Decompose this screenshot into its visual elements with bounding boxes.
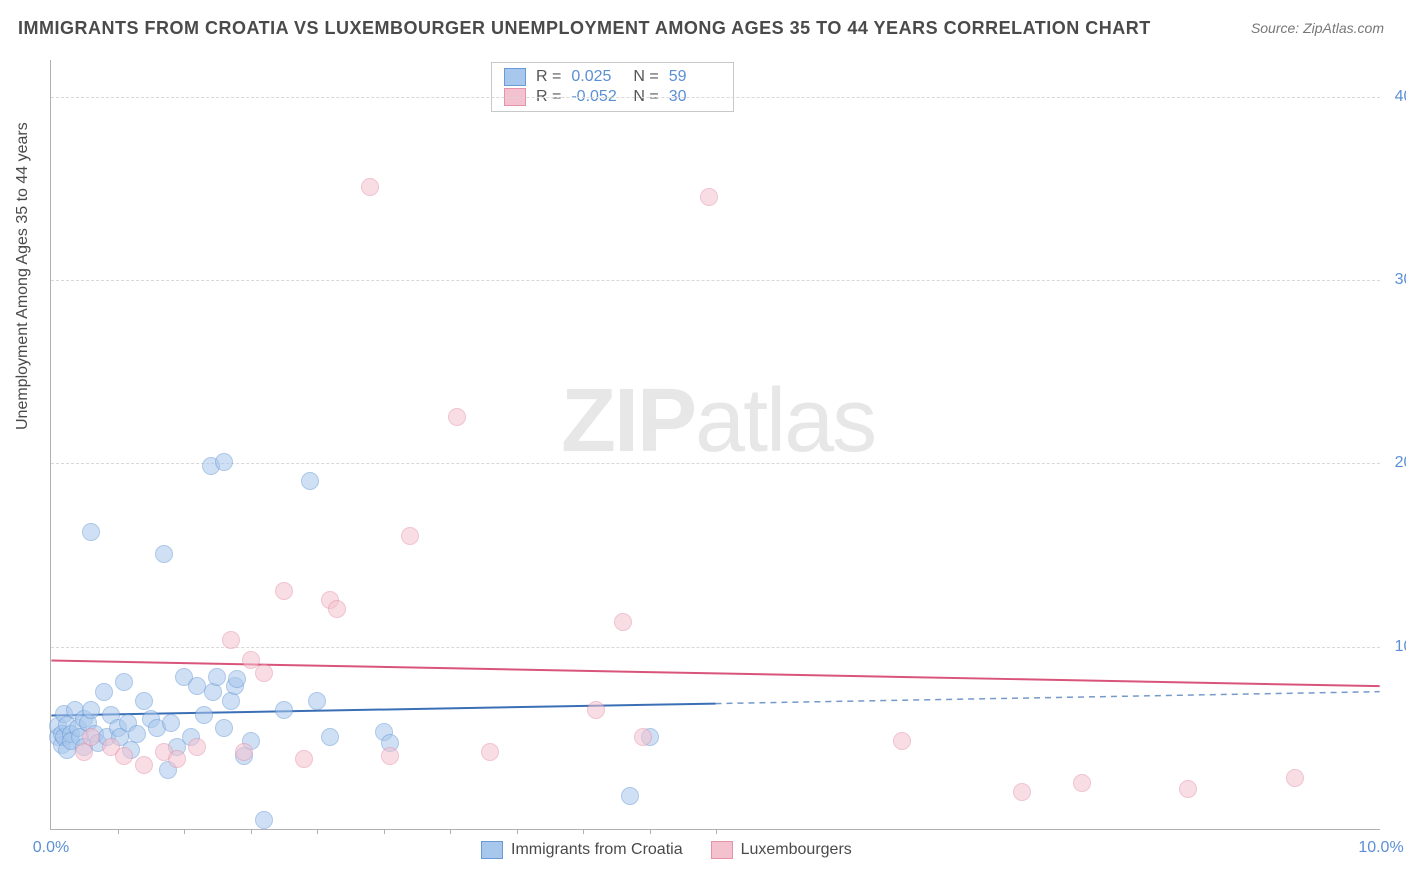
scatter-point xyxy=(321,728,339,746)
scatter-plot-area: ZIPatlas R = 0.025 N = 59 R = -0.052 N =… xyxy=(50,60,1380,830)
scatter-point xyxy=(308,692,326,710)
scatter-point xyxy=(634,728,652,746)
scatter-point xyxy=(1013,783,1031,801)
scatter-point xyxy=(295,750,313,768)
scatter-point xyxy=(255,664,273,682)
swatch-series-1 xyxy=(504,68,526,86)
scatter-point xyxy=(222,631,240,649)
y-tick-label: 40.0% xyxy=(1385,88,1406,106)
scatter-point xyxy=(135,756,153,774)
grid-line xyxy=(51,280,1380,281)
y-axis-title: Unemployment Among Ages 35 to 44 years xyxy=(14,122,32,430)
x-tick-label: 0.0% xyxy=(33,839,69,857)
scatter-point xyxy=(128,725,146,743)
x-tick-mark xyxy=(583,829,584,834)
x-tick-mark xyxy=(118,829,119,834)
scatter-point xyxy=(215,719,233,737)
y-tick-label: 20.0% xyxy=(1385,454,1406,472)
scatter-point xyxy=(1073,774,1091,792)
series-legend: Immigrants from Croatia Luxembourgers xyxy=(481,841,852,859)
x-tick-mark xyxy=(317,829,318,834)
scatter-point xyxy=(448,408,466,426)
scatter-point xyxy=(328,600,346,618)
scatter-point xyxy=(587,701,605,719)
watermark: ZIPatlas xyxy=(561,370,875,473)
stat-r-label: R = xyxy=(536,68,561,86)
scatter-point xyxy=(82,701,100,719)
scatter-point xyxy=(215,453,233,471)
legend-label-2: Luxembourgers xyxy=(741,841,852,859)
trend-line-dashed xyxy=(716,692,1380,704)
scatter-point xyxy=(401,527,419,545)
scatter-point xyxy=(481,743,499,761)
grid-line xyxy=(51,97,1380,98)
scatter-point xyxy=(82,728,100,746)
x-tick-mark xyxy=(251,829,252,834)
source-attribution: Source: ZipAtlas.com xyxy=(1251,20,1384,36)
chart-title: IMMIGRANTS FROM CROATIA VS LUXEMBOURGER … xyxy=(18,18,1151,39)
x-tick-mark xyxy=(450,829,451,834)
stat-r-value-1: 0.025 xyxy=(571,68,623,86)
legend-swatch-1 xyxy=(481,841,503,859)
legend-item-2: Luxembourgers xyxy=(711,841,852,859)
stat-n-label: N = xyxy=(633,68,658,86)
x-tick-mark xyxy=(517,829,518,834)
trend-lines-layer xyxy=(51,60,1380,829)
scatter-point xyxy=(82,523,100,541)
scatter-point xyxy=(255,811,273,829)
x-tick-mark xyxy=(716,829,717,834)
scatter-point xyxy=(361,178,379,196)
legend-label-1: Immigrants from Croatia xyxy=(511,841,683,859)
stat-n-value-1: 59 xyxy=(669,68,721,86)
scatter-point xyxy=(1179,780,1197,798)
watermark-rest: atlas xyxy=(695,371,875,471)
watermark-bold: ZIP xyxy=(561,371,695,471)
scatter-point xyxy=(700,188,718,206)
scatter-point xyxy=(275,701,293,719)
x-tick-label: 10.0% xyxy=(1358,839,1403,857)
scatter-point xyxy=(168,750,186,768)
scatter-point xyxy=(115,673,133,691)
stats-row-series-1: R = 0.025 N = 59 xyxy=(504,67,721,87)
scatter-point xyxy=(188,738,206,756)
correlation-stats-legend: R = 0.025 N = 59 R = -0.052 N = 30 xyxy=(491,62,734,112)
scatter-point xyxy=(1286,769,1304,787)
scatter-point xyxy=(301,472,319,490)
scatter-point xyxy=(115,747,133,765)
scatter-point xyxy=(275,582,293,600)
scatter-point xyxy=(614,613,632,631)
scatter-point xyxy=(155,545,173,563)
grid-line xyxy=(51,463,1380,464)
scatter-point xyxy=(893,732,911,750)
scatter-point xyxy=(95,683,113,701)
scatter-point xyxy=(208,668,226,686)
legend-swatch-2 xyxy=(711,841,733,859)
y-tick-label: 30.0% xyxy=(1385,271,1406,289)
x-tick-mark xyxy=(384,829,385,834)
scatter-point xyxy=(228,670,246,688)
y-tick-label: 10.0% xyxy=(1385,638,1406,656)
scatter-point xyxy=(621,787,639,805)
legend-item-1: Immigrants from Croatia xyxy=(481,841,683,859)
scatter-point xyxy=(162,714,180,732)
scatter-point xyxy=(195,706,213,724)
scatter-point xyxy=(135,692,153,710)
scatter-point xyxy=(381,747,399,765)
scatter-point xyxy=(235,743,253,761)
grid-line xyxy=(51,647,1380,648)
x-tick-mark xyxy=(650,829,651,834)
x-tick-mark xyxy=(184,829,185,834)
